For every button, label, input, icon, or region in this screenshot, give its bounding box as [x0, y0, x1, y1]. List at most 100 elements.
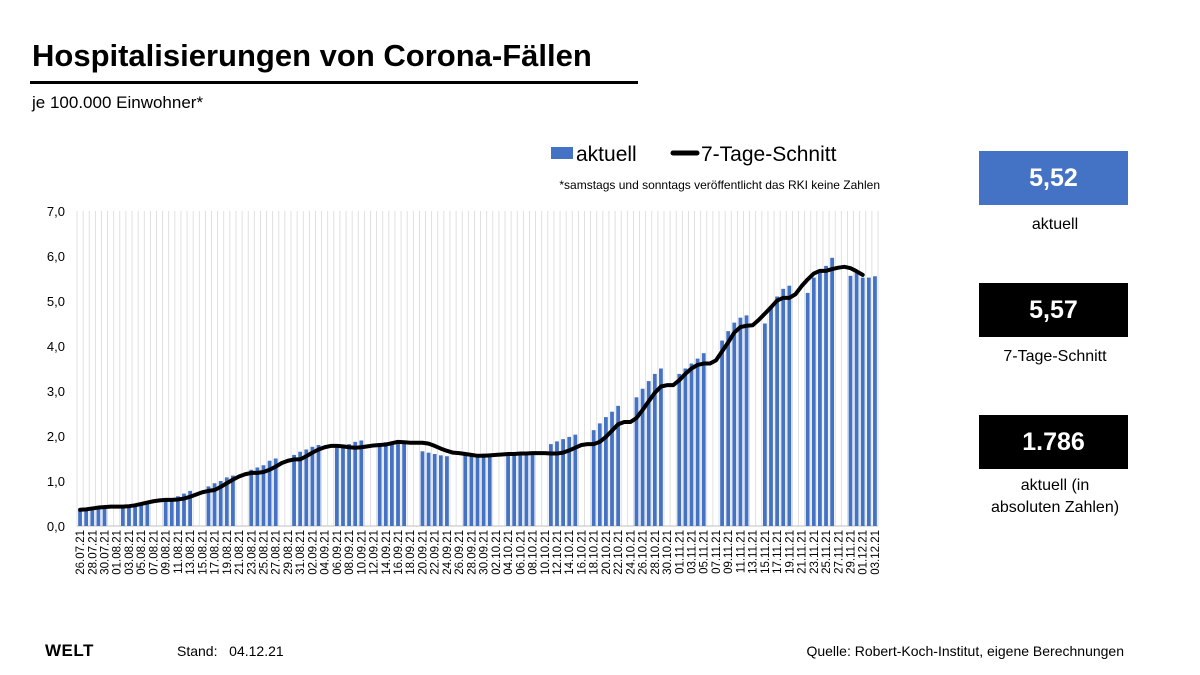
bar	[701, 353, 706, 526]
x-tick-label: 08.10.21	[528, 530, 540, 575]
bar	[255, 467, 260, 526]
x-tick-label: 07.11.21	[711, 530, 723, 574]
bar	[769, 307, 773, 526]
bar	[597, 423, 602, 526]
x-tick-label: 17.08.21	[210, 530, 222, 575]
bar	[524, 452, 529, 526]
bar	[512, 452, 517, 526]
bar	[359, 440, 364, 526]
bar	[695, 358, 700, 526]
bar	[231, 475, 235, 526]
bar	[175, 496, 180, 526]
bar	[267, 460, 272, 526]
bar	[548, 444, 553, 526]
bar	[726, 331, 731, 526]
line-series-7-tage-schnitt	[78, 264, 865, 512]
card-7-tage-schnitt-label: 7-Tage-Schnitt	[1003, 348, 1107, 365]
bar	[659, 368, 663, 526]
x-tick-label: 05.08.21	[136, 530, 148, 575]
bar	[426, 452, 431, 526]
title-underline	[30, 81, 638, 84]
bar	[353, 441, 358, 526]
y-tick-label: 5,0	[47, 294, 65, 309]
x-tick-label: 01.12.21	[858, 530, 870, 575]
bar	[390, 441, 394, 526]
legend: aktuell 7-Tage-Schnitt	[551, 143, 837, 166]
x-tick-label: 29.11.21	[845, 530, 857, 574]
x-tick-label: 30.07.21	[100, 530, 112, 575]
y-tick-label: 1,0	[47, 474, 65, 489]
x-tick-label: 10.09.21	[356, 530, 368, 575]
line-7-tage-schnitt	[78, 264, 865, 512]
x-tick-label: 30.09.21	[479, 530, 491, 575]
bar	[811, 277, 816, 526]
bar	[762, 323, 767, 526]
bar	[133, 504, 137, 526]
bar	[487, 453, 492, 526]
bar	[591, 430, 596, 526]
bar	[475, 454, 480, 526]
bar	[781, 288, 786, 526]
x-tick-label: 09.11.21	[723, 530, 735, 574]
x-tick-label: 06.10.21	[515, 530, 527, 575]
bar	[744, 315, 749, 526]
x-tick-label: 10.10.21	[540, 530, 552, 575]
x-tick-label: 09.08.21	[161, 530, 173, 575]
bar	[738, 317, 743, 526]
bar	[96, 507, 101, 526]
stand-label: Stand:	[177, 643, 218, 659]
bar	[304, 449, 309, 526]
bar	[830, 257, 835, 526]
card-aktuell-value: 5,52	[979, 151, 1128, 205]
x-tick-label: 19.11.21	[784, 530, 796, 574]
bar	[689, 363, 694, 526]
bar	[787, 285, 792, 526]
x-tick-label: 21.08.21	[234, 530, 246, 575]
legend-swatch-aktuell	[551, 147, 573, 159]
x-tick-label: 25.08.21	[258, 530, 270, 575]
x-tick-label: 19.08.21	[222, 530, 234, 575]
bar	[163, 499, 168, 526]
x-tick-label: 18.10.21	[589, 530, 601, 575]
x-tick-label: 24.09.21	[442, 530, 454, 575]
bar	[396, 442, 400, 526]
bar	[775, 296, 780, 526]
bar-series-aktuell	[78, 257, 877, 526]
x-tick-label: 29.08.21	[283, 530, 295, 575]
bar	[561, 439, 565, 526]
card-absolut-value: 1.786	[979, 415, 1128, 469]
x-tick-label: 12.10.21	[552, 530, 564, 575]
bar	[347, 444, 351, 526]
bar	[127, 505, 131, 526]
x-tick-label: 14.10.21	[564, 530, 576, 575]
bar	[432, 454, 437, 526]
bar	[182, 493, 186, 526]
x-tick-label: 20.09.21	[417, 530, 429, 575]
bar	[188, 490, 193, 526]
bar	[530, 452, 535, 526]
bar	[120, 506, 125, 526]
x-tick-label: 28.07.21	[87, 530, 99, 575]
bar	[420, 451, 425, 526]
bar	[848, 275, 853, 526]
bar	[102, 505, 107, 526]
x-tick-label: 23.08.21	[246, 530, 258, 575]
legend-label-aktuell: aktuell	[576, 143, 637, 166]
x-tick-label: 07.08.21	[148, 530, 160, 575]
bar	[604, 417, 608, 526]
x-tick-label: 01.08.21	[112, 530, 124, 575]
bar	[824, 265, 828, 526]
x-tick-label: 02.09.21	[307, 530, 319, 575]
bar	[640, 388, 645, 526]
x-axis: 26.07.21 28.07.21 30.07.21 01.08.21 03.08.21…	[75, 530, 882, 575]
x-tick-label: 23.11.21	[809, 530, 821, 574]
bar	[261, 465, 266, 526]
x-tick-label: 08.09.21	[344, 530, 356, 575]
bar	[652, 373, 657, 526]
bar	[555, 441, 559, 526]
bar	[292, 454, 296, 526]
bar	[218, 481, 223, 526]
bar	[139, 503, 144, 526]
welt-logo: WELT	[45, 641, 94, 660]
bar	[90, 508, 95, 526]
